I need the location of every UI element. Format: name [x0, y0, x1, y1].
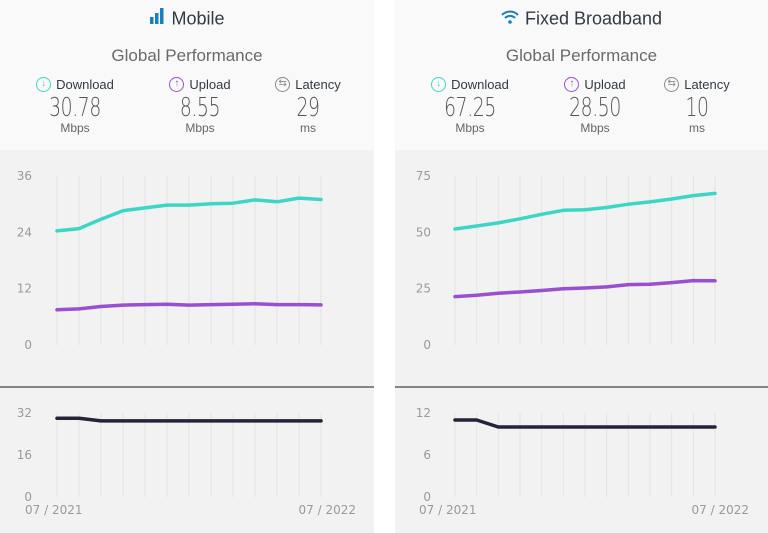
broadband-latency-ytick-label: 6 [423, 448, 431, 462]
mobile-speed-ytick-label: 24 [17, 225, 32, 239]
upload-icon: ↑ [564, 76, 580, 92]
mobile-latency-metric: ⇆ Latency 29 ms [253, 75, 363, 135]
broadband-latency-label: Latency [684, 76, 730, 92]
broadband-latency-metric: ⇆ Latency 10 ms [642, 75, 752, 135]
latency-icon: ⇆ [275, 76, 291, 92]
broadband-latency-ytick-label: 12 [416, 406, 431, 420]
mobile-title-text: Mobile [171, 8, 225, 29]
mobile-title: Mobile [0, 5, 374, 30]
mobile-subtitle: Global Performance [111, 46, 263, 65]
download-icon: ↓ [431, 76, 447, 92]
mobile-speed-ytick-label: 12 [17, 282, 32, 296]
mobile-latency-ytick-label: 0 [24, 490, 32, 504]
broadband-download-unit: Mbps [455, 121, 485, 135]
broadband-panel: Fixed Broadband Global Performance ↓ Down… [395, 0, 768, 533]
mobile-upload-unit: Mbps [185, 121, 215, 135]
mobile-charts: 0 12 24 36 0 16 32 07 / 2021 07 / 2022 [0, 169, 374, 517]
mobile-latency-xtick-label-end: 07 / 2022 [299, 503, 356, 517]
broadband-speed-ytick-label: 0 [423, 338, 431, 352]
broadband-header: Fixed Broadband Global Performance ↓ Down… [395, 0, 768, 150]
mobile-download-value: 30.78 [49, 93, 101, 123]
mobile-download-unit: Mbps [60, 121, 90, 135]
mobile-latency-ytick-label: 32 [17, 406, 32, 420]
signal-bars-icon [149, 6, 165, 30]
broadband-subtitle: Global Performance [505, 46, 658, 65]
mobile-header: Mobile Global Performance ↓ Download 30.7… [0, 0, 374, 150]
mobile-upload-label: Upload [189, 76, 231, 92]
broadband-upload-metric: ↑ Upload 28.50 Mbps [540, 75, 650, 135]
mobile-latency-unit: ms [300, 121, 316, 135]
upload-icon: ↑ [169, 76, 185, 92]
broadband-speed-ytick-label: 75 [416, 169, 431, 183]
broadband-download-metric: ↓ Download 67.25 Mbps [415, 75, 525, 135]
broadband-latency-ytick-label: 0 [423, 490, 431, 504]
wifi-icon [501, 6, 519, 30]
mobile-latency-xtick-label-start: 07 / 2021 [25, 503, 82, 517]
download-icon: ↓ [36, 76, 52, 92]
mobile-speed-ytick-label: 36 [17, 169, 32, 183]
broadband-latency-unit: ms [689, 121, 705, 135]
broadband-speed-ytick-label: 50 [416, 225, 431, 239]
mobile-download-label: Download [56, 76, 114, 92]
mobile-speed-ytick-label: 0 [24, 338, 32, 352]
mobile-upload-metric: ↑ Upload 8.55 Mbps [145, 75, 255, 135]
broadband-upload-label: Upload [584, 76, 626, 92]
broadband-upload-value: 28.50 [569, 93, 621, 123]
mobile-download-metric: ↓ Download 30.78 Mbps [20, 75, 130, 135]
mobile-latency-ytick-label: 16 [17, 448, 32, 462]
broadband-charts: 0 25 50 75 0 6 12 07 / 2021 07 / 2022 [395, 169, 768, 517]
broadband-title: Fixed Broadband [395, 5, 768, 30]
mobile-upload-value: 8.55 [179, 93, 221, 123]
latency-icon: ⇆ [664, 76, 680, 92]
broadband-speed-ytick-label: 25 [416, 282, 431, 296]
mobile-latency-value: 29 [296, 93, 320, 123]
broadband-title-text: Fixed Broadband [524, 8, 663, 29]
mobile-panel: Mobile Global Performance ↓ Download 30.7… [0, 0, 374, 533]
broadband-latency-value: 10 [685, 93, 709, 123]
mobile-latency-label: Latency [295, 76, 341, 92]
broadband-download-value: 67.25 [444, 93, 496, 123]
broadband-latency-xtick-label-start: 07 / 2021 [419, 503, 476, 517]
broadband-upload-unit: Mbps [580, 121, 610, 135]
broadband-download-label: Download [451, 76, 509, 92]
broadband-latency-xtick-label-end: 07 / 2022 [692, 503, 749, 517]
